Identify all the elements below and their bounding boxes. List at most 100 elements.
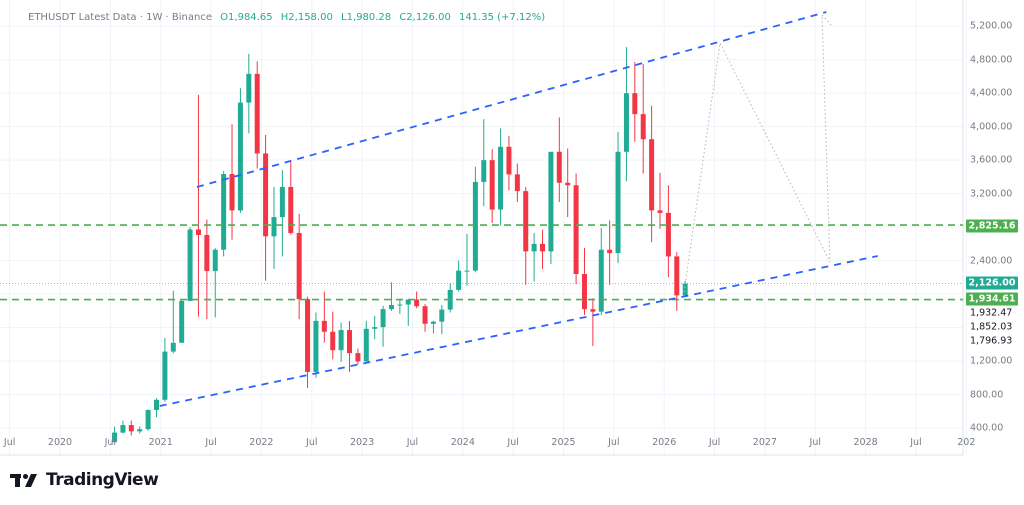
tradingview-logo[interactable]: TradingView xyxy=(10,470,159,490)
x-tick-label: Jul xyxy=(205,437,217,448)
x-tick-label: Jul xyxy=(809,437,821,448)
candle-body xyxy=(120,425,126,433)
ohlc-legend: ETHUSDT Latest Data · 1W · Binance O1,98… xyxy=(28,12,545,23)
candle-body xyxy=(640,114,646,140)
candle-body xyxy=(456,270,462,290)
candle-body xyxy=(254,73,260,154)
candle-body xyxy=(430,321,436,324)
price-label: 1,796.93 xyxy=(970,335,1013,347)
y-tick-label: 800.00 xyxy=(970,389,1004,401)
x-tick-label: Jul xyxy=(306,437,318,448)
x-tick-label: 2023 xyxy=(350,437,375,448)
candle-body xyxy=(204,234,210,272)
low-value: L1,980.28 xyxy=(341,12,392,23)
x-tick-label: 2027 xyxy=(752,437,777,448)
candle-body xyxy=(623,93,629,152)
candle-body xyxy=(405,299,411,305)
level-low-badge: 1,934.61 xyxy=(966,292,1018,306)
candle-body xyxy=(615,151,621,254)
candle-body xyxy=(598,249,604,312)
candle-body xyxy=(296,232,302,300)
candle-body xyxy=(674,256,680,296)
candle-body xyxy=(414,299,420,307)
candle-body xyxy=(590,309,596,312)
candle-body xyxy=(464,270,470,272)
candle-body xyxy=(506,146,512,175)
x-tick-label: 2024 xyxy=(450,437,475,448)
x-tick-label: 2028 xyxy=(853,437,878,448)
candle-body xyxy=(565,182,571,186)
candle-body xyxy=(498,146,504,210)
x-tick-label: 202 xyxy=(957,437,976,448)
candle-body xyxy=(523,191,529,252)
trendline xyxy=(196,11,827,188)
level-high-badge: 2,825.16 xyxy=(966,219,1018,233)
x-tick-label: Jul xyxy=(910,437,922,448)
candle-body xyxy=(195,229,201,235)
candle-body xyxy=(355,353,361,362)
candle-body xyxy=(229,174,235,211)
y-tick-label: 4,000.00 xyxy=(970,121,1013,133)
x-tick-label: Jul xyxy=(104,437,117,448)
open-value: O1,984.65 xyxy=(220,12,273,23)
x-tick-label: Jul xyxy=(406,437,419,448)
candle-body xyxy=(581,273,587,310)
x-tick-label: Jul xyxy=(507,437,519,448)
candle-body xyxy=(556,151,562,183)
candle-body xyxy=(271,217,277,237)
candle-body xyxy=(321,320,327,332)
candle-body xyxy=(514,174,520,192)
high-value: H2,158.00 xyxy=(280,12,333,23)
candle-body xyxy=(112,432,118,443)
candle-body xyxy=(489,160,495,210)
last-price-badge: 2,126.00 xyxy=(966,276,1018,290)
y-tick-label: 4,400.00 xyxy=(970,87,1013,99)
price-label: 1,852.03 xyxy=(970,321,1013,333)
x-tick-label: Jul xyxy=(608,437,620,448)
candle-body xyxy=(607,249,613,254)
candle-body xyxy=(330,331,336,351)
candle-body xyxy=(531,243,537,252)
change-value: 141.35 (+7.12%) xyxy=(459,12,546,23)
candle-body xyxy=(237,102,243,211)
y-tick-label: 1,200.00 xyxy=(970,355,1013,367)
candle-body xyxy=(187,229,193,301)
candle-body xyxy=(263,153,269,237)
candle-body xyxy=(372,327,378,329)
candle-body xyxy=(481,160,487,182)
candle-body xyxy=(397,304,403,306)
candle-body xyxy=(221,174,227,250)
candle-body xyxy=(665,212,671,257)
candle-body xyxy=(338,330,344,351)
candle-body xyxy=(657,210,663,213)
x-tick-label: 2025 xyxy=(551,437,576,448)
candle-body xyxy=(179,300,185,343)
y-tick-label: 4,800.00 xyxy=(970,54,1013,66)
candle-body xyxy=(347,330,353,354)
candle-body xyxy=(472,181,478,271)
projection-path xyxy=(683,13,832,293)
candle-body xyxy=(363,328,369,362)
x-tick-label: 2021 xyxy=(148,437,173,448)
candle-body xyxy=(313,320,319,372)
candle-body xyxy=(439,309,445,322)
candle-body xyxy=(540,243,546,252)
candle-body xyxy=(380,309,386,328)
candle-body xyxy=(170,342,176,352)
x-tick-label: 2022 xyxy=(249,437,274,448)
y-tick-label: 3,200.00 xyxy=(970,188,1013,200)
candle-body xyxy=(682,283,688,296)
symbol-label: ETHUSDT Latest Data · 1W · Binance xyxy=(28,12,212,23)
candle-body xyxy=(154,399,160,411)
candle-body xyxy=(162,351,168,400)
x-tick-label: 2020 xyxy=(47,437,73,448)
candle-body xyxy=(128,425,134,432)
candle-body xyxy=(212,249,218,272)
candle-body xyxy=(573,185,579,274)
candle-body xyxy=(388,304,394,310)
candle-body xyxy=(305,299,311,372)
x-tick-label: 2026 xyxy=(652,437,677,448)
y-tick-label: 3,600.00 xyxy=(970,154,1013,166)
trendline xyxy=(159,255,878,407)
